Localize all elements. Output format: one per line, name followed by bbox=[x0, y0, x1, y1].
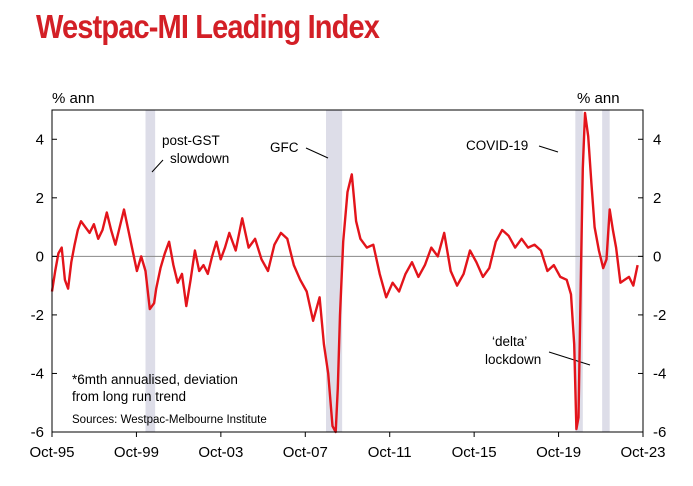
chart-title: Westpac-MI Leading Index bbox=[36, 8, 380, 45]
x-tick-label: Oct-95 bbox=[29, 444, 74, 461]
x-tick-label: Oct-19 bbox=[536, 444, 581, 461]
x-tick-label: Oct-11 bbox=[368, 444, 412, 461]
annotation-covid: COVID-19 bbox=[466, 138, 528, 153]
annotation-gfc: GFC bbox=[270, 140, 299, 155]
annotation-delta-line2: lockdown bbox=[485, 352, 541, 367]
y-axis-left: -6 -4 -2 0 2 4 bbox=[31, 131, 57, 441]
y-axis-label-right: % ann bbox=[577, 90, 620, 107]
source-note: Sources: Westpac-Melbourne Institute bbox=[72, 414, 267, 426]
y-axis-label-left: % ann bbox=[52, 90, 95, 107]
y-tick-label-right: -4 bbox=[653, 365, 666, 382]
y-tick-label-right: -6 bbox=[653, 424, 666, 441]
annotation-delta-line1: ‘delta’ bbox=[492, 334, 527, 349]
y-tick-label-right: 4 bbox=[653, 131, 661, 148]
shaded-period-1 bbox=[145, 110, 156, 432]
x-tick-label: Oct-03 bbox=[198, 444, 243, 461]
series-line-leading-index bbox=[50, 111, 639, 434]
shaded-period-3 bbox=[575, 110, 583, 432]
annotation-post-gst-pointer bbox=[151, 159, 164, 173]
footnote-line1: *6mth annualised, deviation bbox=[72, 372, 238, 387]
y-axis-right: -6 -4 -2 0 2 4 bbox=[638, 131, 666, 441]
y-tick-label-left: 4 bbox=[36, 131, 44, 148]
annotation-gfc-pointer bbox=[305, 147, 329, 159]
y-tick-label-left: -4 bbox=[31, 365, 44, 382]
annotation-post-gst-line2: slowdown bbox=[170, 151, 229, 166]
x-tick-label: Oct-15 bbox=[452, 444, 497, 461]
y-tick-label-right: 2 bbox=[653, 190, 661, 207]
y-tick-label-left: -2 bbox=[31, 307, 44, 324]
annotations: post-GST slowdown GFC COVID-19 ‘delta’ l… bbox=[151, 133, 591, 367]
x-tick-label: Oct-23 bbox=[620, 444, 665, 461]
x-axis: Oct-95 Oct-99 Oct-03 Oct-07 Oct-11 Oct-15 Oct-… bbox=[29, 432, 666, 461]
plot-frame bbox=[51, 109, 644, 433]
shaded-period-4 bbox=[602, 110, 610, 432]
x-tick-label: Oct-07 bbox=[283, 444, 328, 461]
y-tick-label-left: 2 bbox=[36, 190, 44, 207]
x-tick-label: Oct-99 bbox=[114, 444, 159, 461]
footnote-line2: from long run trend bbox=[72, 389, 186, 404]
y-tick-label-right: -2 bbox=[653, 307, 666, 324]
annotation-covid-pointer bbox=[538, 145, 559, 153]
annotation-post-gst-line1: post-GST bbox=[162, 133, 220, 148]
y-tick-label-left: 0 bbox=[36, 248, 44, 265]
annotation-delta-pointer bbox=[548, 351, 591, 366]
y-tick-label-right: 0 bbox=[653, 248, 661, 265]
y-tick-label-left: -6 bbox=[31, 424, 44, 441]
